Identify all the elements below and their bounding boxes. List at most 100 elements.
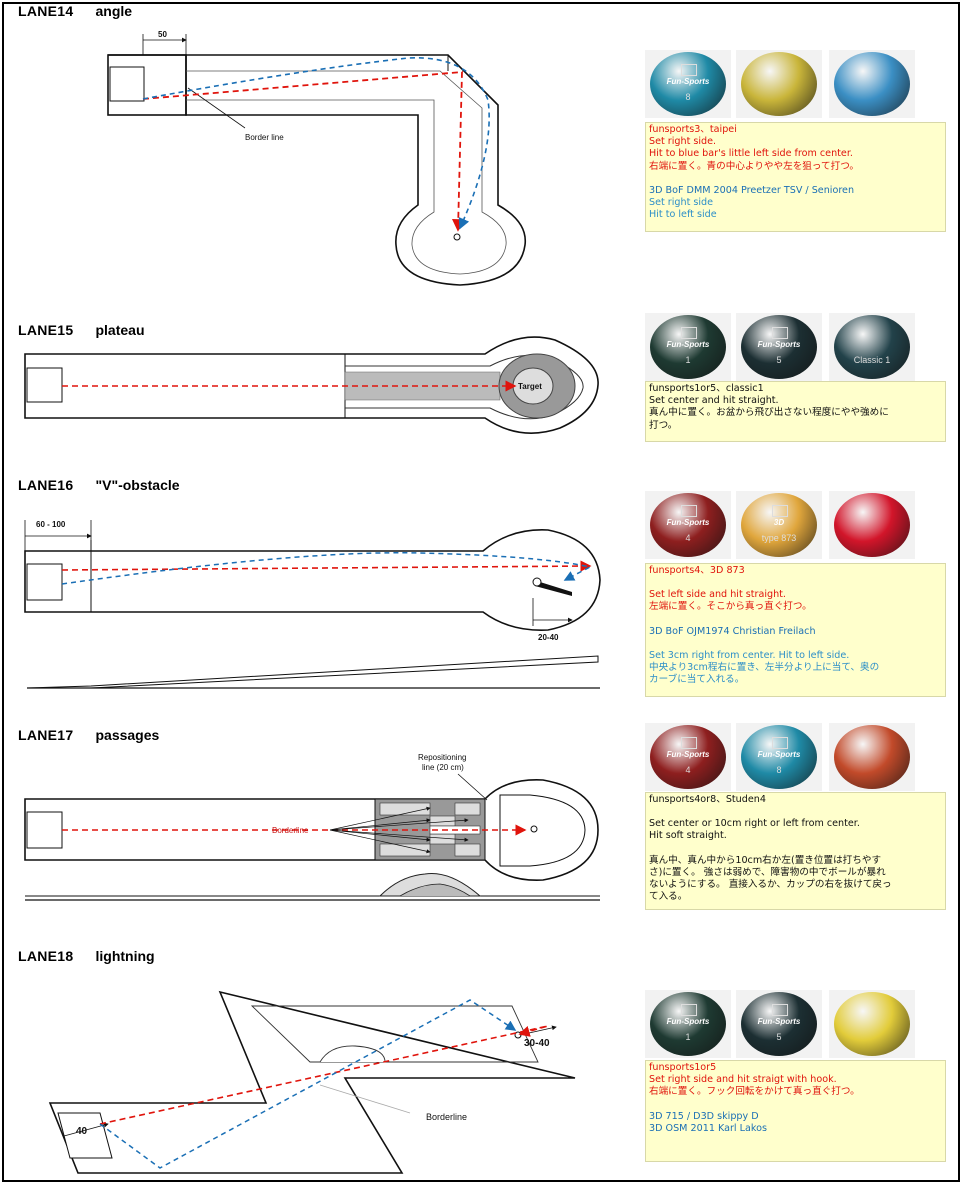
ball-logo-icon [681,1004,697,1016]
note-line: Hit to blue bar's little left side from … [649,148,853,160]
ball-number: 1 [685,355,691,365]
ball-sphere [834,493,910,557]
ball-logo-icon [772,327,788,339]
ball-sphere [650,315,726,379]
ball-number: type 873 [761,533,797,543]
note-line: Set 3cm right from center. Hit to left s… [649,649,850,661]
lane-number: LANE17 [18,727,74,743]
note-line [649,806,942,818]
ball-sphere [741,725,817,789]
note-line [649,614,942,626]
note-line: 右端に置く。フック回転をかけて真っ直ぐ打つ。 [649,1086,860,1098]
ball-logo-text: Fun-Sports [666,518,710,527]
ball-sphere [741,992,817,1056]
note-line [649,638,942,650]
ball-photo: Fun-Sports 1 [645,313,731,381]
note-line: 真ん中、真ん中から10cm右か左(置き位置は打ちやす [649,854,882,866]
ball-logo-text: Fun-Sports [666,750,710,759]
ball-logo-icon [772,505,788,517]
lane14-note: funsports3、taipei Set right side. Hit to b… [645,122,946,232]
borderline-label: Borderline [272,826,309,835]
lane-number: LANE14 [18,3,74,19]
ball-sphere [741,52,817,116]
note-line: funsports3、taipei [649,124,737,135]
ball-logo-text: Fun-Sports [757,340,801,349]
note-line: 3D OSM 2011 Karl Lakos [649,1122,767,1134]
ball-photo: Classic 1 [829,313,915,381]
note-line: 3D BoF OJM1974 Christian Freilach [649,625,816,637]
ball-number: 1 [685,1032,691,1042]
ball-logo-text: Fun-Sports [757,750,801,759]
ball-photo [829,491,915,559]
lane17-note: funsports4or8、Studen4 Set center or 10cm … [645,792,946,910]
ball-logo-text: Fun-Sports [666,340,710,349]
note-line: 左端に置く。そこから真っ直ぐ打つ。 [649,601,812,613]
ball-logo-icon [772,1004,788,1016]
repositioning-label: Repositioning [418,753,466,762]
ball-photo: Fun-Sports 8 [736,723,822,791]
lane16-note: funsports4、3D 873 Set left side and hit s… [645,563,946,697]
ball-sphere [834,315,910,379]
lane-number: LANE18 [18,948,74,964]
ball-photo: Fun-Sports 1 [645,990,731,1058]
ball-sphere [650,992,726,1056]
note-line: 中央より3cm程右に置き、左半分より上に当て、奥の [649,662,880,674]
target-label: Target [518,382,542,391]
lane14-diagram: 50 Border line [107,30,527,286]
ball-photo: Fun-Sports 4 [645,491,731,559]
ball-photo: 3D type 873 [736,491,822,559]
note-line: Set right side. [649,136,717,148]
note-line: カーブに当て入れる。 [649,674,745,686]
dim-label: 50 [158,30,167,39]
lane-name: lightning [95,948,155,964]
ball-sphere [834,992,910,1056]
lane-number: LANE16 [18,477,74,493]
lane-name: "V"-obstacle [95,477,180,493]
ball-photo: Fun-Sports 5 [736,313,822,381]
note-line [649,173,942,185]
dim-label-40: 40 [76,1126,88,1137]
repositioning-label-2: line (20 cm) [422,763,464,772]
ball-number: Classic 1 [853,355,891,365]
lane15-diagram: Target [24,336,599,434]
note-line: Set left side and hit straight. [649,589,786,601]
lane16-diagram: 60 - 100 20-40 [24,520,601,689]
note-line: て入る。 [649,891,688,903]
lane15-note: funsports1or5、classic1 Set center and hit… [645,381,946,442]
ball-logo-icon [681,327,697,339]
note-line: 3D BoF DMM 2004 Preetzer TSV / Senioren [649,184,855,196]
lane15-title: LANE15 plateau [18,322,145,338]
ball-sphere [650,493,726,557]
ball-number: 8 [776,765,782,775]
lane18-diagram: 40 30-40 Borderline [48,990,576,1174]
lane17-title: LANE17 passages [18,727,159,743]
border-line-label: Border line [245,133,284,142]
note-line: さ)に置く。 強さは弱めで、障害物の中でボールが暴れ [649,866,886,878]
ball-photo [829,50,915,118]
ball-logo-icon [681,737,697,749]
ball-logo-text: Fun-Sports [666,1017,710,1026]
note-line: 真ん中に置く。お盆から飛び出さない程度にやや強めに [649,407,889,419]
note-line: funsports1or5 [649,1062,717,1073]
ball-photo: Fun-Sports 4 [645,723,731,791]
ball-logo-icon [681,505,697,517]
ball-logo-icon [681,64,697,76]
ball-sphere [834,52,910,116]
note-line: 打つ。 [649,419,678,431]
dim-label-20-40: 20-40 [538,633,559,642]
ball-number: 5 [776,1032,782,1042]
ball-sphere [834,725,910,789]
note-line: 右端に置く。青の中心よりやや左を狙って打つ。 [649,160,860,172]
note-line: Set center and hit straight. [649,395,779,407]
note-line [649,1099,942,1111]
note-line: Hit to left side [649,209,717,221]
note-line: Set right side and hit straigt with hook… [649,1074,837,1086]
note-line: funsports4or8、Studen4 [649,794,766,805]
note-line: Set right side [649,197,714,209]
lane16-title: LANE16 "V"-obstacle [18,477,180,493]
ball-photo [736,50,822,118]
ball-logo-text: 3D [773,518,785,527]
ball-number: 5 [776,355,782,365]
